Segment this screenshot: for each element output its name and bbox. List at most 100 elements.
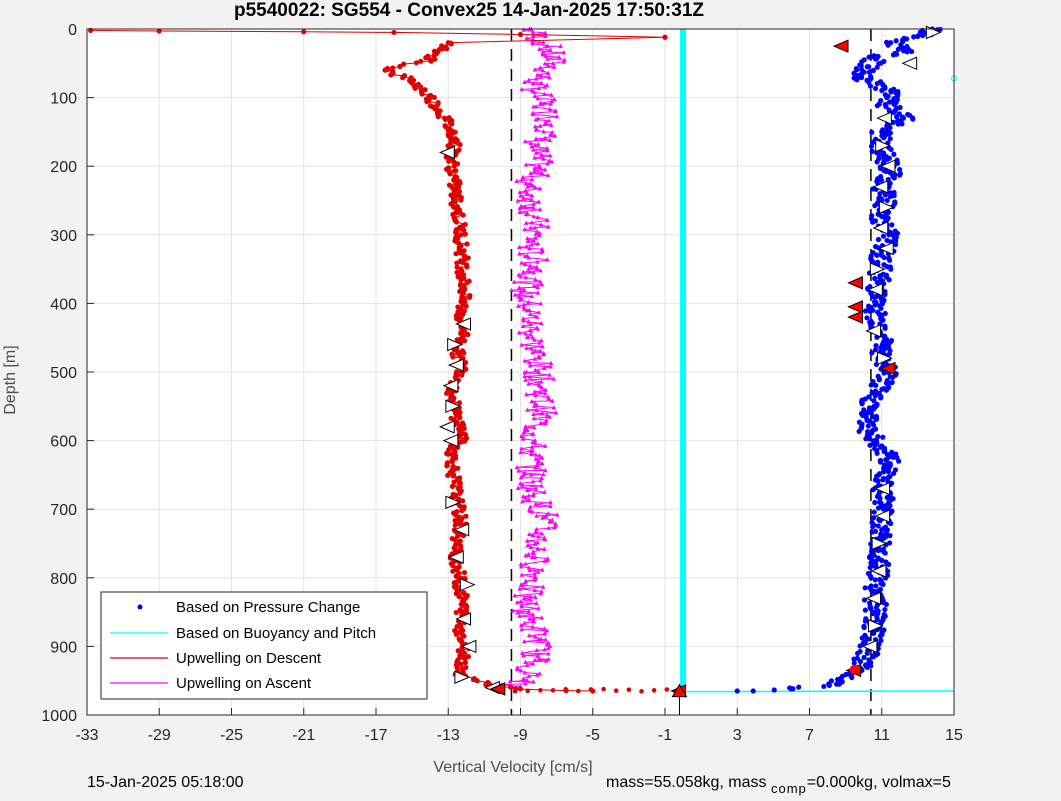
ascent-point <box>532 168 537 173</box>
ascent-point <box>532 367 538 373</box>
pressure-point <box>868 560 874 566</box>
pressure-point <box>872 302 878 308</box>
ascent-point <box>529 509 535 514</box>
pressure-point <box>861 654 867 661</box>
pressure-point <box>880 469 887 475</box>
pressure-point <box>874 450 880 456</box>
ascent-point <box>539 80 544 85</box>
ascent-point <box>545 511 551 516</box>
ascent-point <box>523 377 528 382</box>
ascent-point <box>546 62 551 68</box>
pressure-point <box>870 630 877 636</box>
descent-point <box>442 116 449 123</box>
descent-point <box>463 303 469 309</box>
pressure-point <box>910 116 916 122</box>
x-tick-label: -1 <box>658 727 672 744</box>
ascent-point <box>538 320 544 326</box>
ascent-point <box>543 467 548 473</box>
pressure-point <box>854 77 860 83</box>
descent-point <box>400 61 407 67</box>
ascent-point <box>547 372 552 377</box>
pressure-point <box>904 36 910 42</box>
ascent-point <box>561 50 567 55</box>
pressure-point <box>891 175 897 181</box>
descent-point <box>459 372 465 378</box>
pressure-point <box>867 308 873 314</box>
ascent-point <box>524 190 530 196</box>
descent-point <box>460 212 466 218</box>
y-tick-label: 700 <box>50 502 77 519</box>
ascent-point <box>538 590 543 596</box>
ascent-point <box>532 337 537 342</box>
ascent-point <box>529 220 535 225</box>
ascent-point <box>532 465 538 470</box>
pressure-point <box>887 503 893 509</box>
pressure-point <box>872 85 879 92</box>
pressure-point <box>855 650 861 656</box>
ascent-point <box>541 40 546 45</box>
ascent-point <box>522 79 527 84</box>
ascent-point <box>518 561 524 566</box>
ascent-point <box>535 545 540 551</box>
pressure-point <box>862 618 869 624</box>
pressure-point <box>864 315 870 321</box>
descent-point <box>576 688 581 694</box>
ascent-point <box>547 158 552 163</box>
ascent-point <box>536 569 541 574</box>
descent-point <box>412 85 418 91</box>
pressure-point <box>856 428 862 435</box>
pressure-point <box>870 515 877 521</box>
ascent-point <box>526 633 532 638</box>
pressure-point <box>871 398 877 404</box>
ascent-point <box>531 283 537 288</box>
y-tick-label: 0 <box>68 22 77 39</box>
descent-point <box>388 72 394 78</box>
ascent-point <box>554 114 560 119</box>
ascent-point <box>532 587 538 593</box>
ascent-point <box>558 43 563 49</box>
ascent-point <box>532 403 537 408</box>
ascent-point <box>552 109 558 114</box>
pressure-point <box>867 564 873 571</box>
ascent-point <box>523 274 528 280</box>
ascent-point <box>521 27 527 32</box>
ascent-point <box>525 407 530 412</box>
descent-point <box>463 513 469 519</box>
pressure-point <box>889 379 895 386</box>
red-wedge-marker <box>832 39 849 53</box>
ascent-point <box>548 499 553 505</box>
ascent-point <box>526 497 532 502</box>
ascent-point <box>516 468 521 473</box>
descent-point <box>462 656 468 662</box>
ascent-point <box>548 101 553 106</box>
legend-item: Upwelling on Descent <box>110 650 322 667</box>
ascent-point <box>520 582 525 587</box>
ascent-point <box>524 677 530 682</box>
ascent-point <box>528 597 534 602</box>
ascent-point <box>531 550 536 555</box>
pressure-point <box>870 610 876 617</box>
ascent-point <box>526 673 532 678</box>
dive-wedge-marker <box>442 433 459 448</box>
ascent-point <box>526 255 532 260</box>
descent-point <box>452 168 458 174</box>
ascent-point <box>531 270 536 275</box>
pressure-point <box>873 416 879 422</box>
ascent-point <box>525 238 531 244</box>
descent-point <box>454 269 460 276</box>
ascent-point <box>542 647 547 652</box>
ascent-point <box>519 627 525 632</box>
ascent-point <box>543 637 549 642</box>
pressure-point <box>866 64 872 70</box>
pressure-point <box>883 103 889 110</box>
y-tick-label: 400 <box>50 296 77 313</box>
dive-wedge-marker <box>870 564 887 578</box>
pressure-point <box>869 350 875 356</box>
ascent-point <box>518 274 523 279</box>
ascent-point <box>533 136 539 141</box>
ascent-point <box>521 195 526 200</box>
pressure-point <box>880 581 886 587</box>
descent-point <box>419 91 425 97</box>
descent-point <box>462 338 468 344</box>
